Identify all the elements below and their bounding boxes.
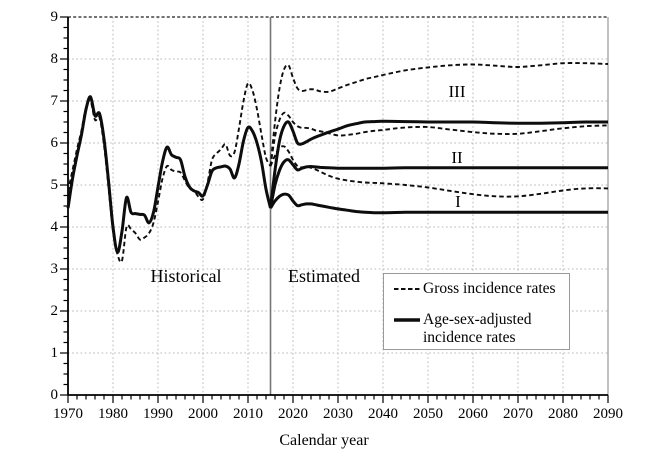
y-tick-label: 8 bbox=[50, 51, 59, 67]
x-tick-label: 2000 bbox=[188, 406, 218, 422]
series-gross-II-estimated bbox=[269, 111, 609, 167]
series-gross-III-estimated bbox=[269, 62, 609, 167]
x-tick-label: 2010 bbox=[233, 406, 263, 422]
series-adjusted-II-estimated bbox=[269, 158, 608, 209]
x-tick-label: 2050 bbox=[413, 406, 443, 422]
x-tick-label: 2020 bbox=[278, 406, 308, 422]
x-tick-label: 1990 bbox=[143, 406, 173, 422]
x-tick-label: 1970 bbox=[53, 406, 83, 422]
historical-period-label: Historical bbox=[150, 266, 222, 286]
scenario-i-label: I bbox=[455, 192, 461, 211]
x-tick-label: 2060 bbox=[458, 406, 488, 422]
y-tick-label: 7 bbox=[50, 93, 59, 109]
y-tick-label: 0 bbox=[50, 387, 59, 403]
y-tick-label: 2 bbox=[50, 303, 59, 319]
legend-entry-gross: Gross incidence rates bbox=[394, 280, 561, 298]
x-tick-label: 2040 bbox=[368, 406, 398, 422]
series-gross-historical bbox=[67, 82, 272, 264]
series-adjusted-I-estimated bbox=[269, 192, 608, 215]
series-gross-I-estimated bbox=[269, 145, 609, 198]
series-adjusted-historical bbox=[66, 95, 272, 254]
y-tick-label: 3 bbox=[50, 261, 59, 277]
y-tick-label: 1 bbox=[50, 345, 59, 361]
y-tick-label: 5 bbox=[50, 177, 59, 193]
x-tick-label: 1980 bbox=[98, 406, 128, 422]
estimated-period-label: Estimated bbox=[288, 266, 360, 286]
dashed-line-sample-icon bbox=[394, 288, 422, 290]
scenario-iii-label: III bbox=[448, 82, 466, 101]
y-tick-label: 9 bbox=[50, 9, 59, 25]
legend-gross-label: Gross incidence rates bbox=[423, 280, 556, 297]
x-tick-label: 2070 bbox=[503, 406, 533, 422]
legend-entry-adjusted: Age-sex-adjusted incidence rates bbox=[394, 311, 561, 347]
y-tick-label: 6 bbox=[50, 135, 59, 151]
y-tick-label: 4 bbox=[50, 219, 59, 235]
x-tick-label: 2080 bbox=[548, 406, 578, 422]
legend-adjusted-label: Age-sex-adjusted incidence rates bbox=[423, 311, 532, 346]
solid-line-sample-icon bbox=[394, 318, 420, 322]
x-axis-title: Calendar year bbox=[279, 432, 369, 449]
x-tick-label: 2030 bbox=[323, 406, 353, 422]
legend-box: Gross incidence rates Age-sex-adjusted i… bbox=[383, 273, 570, 350]
series-adjusted-III-estimated bbox=[269, 119, 609, 209]
scenario-ii-label: II bbox=[451, 148, 463, 167]
x-tick-label: 2090 bbox=[593, 406, 623, 422]
